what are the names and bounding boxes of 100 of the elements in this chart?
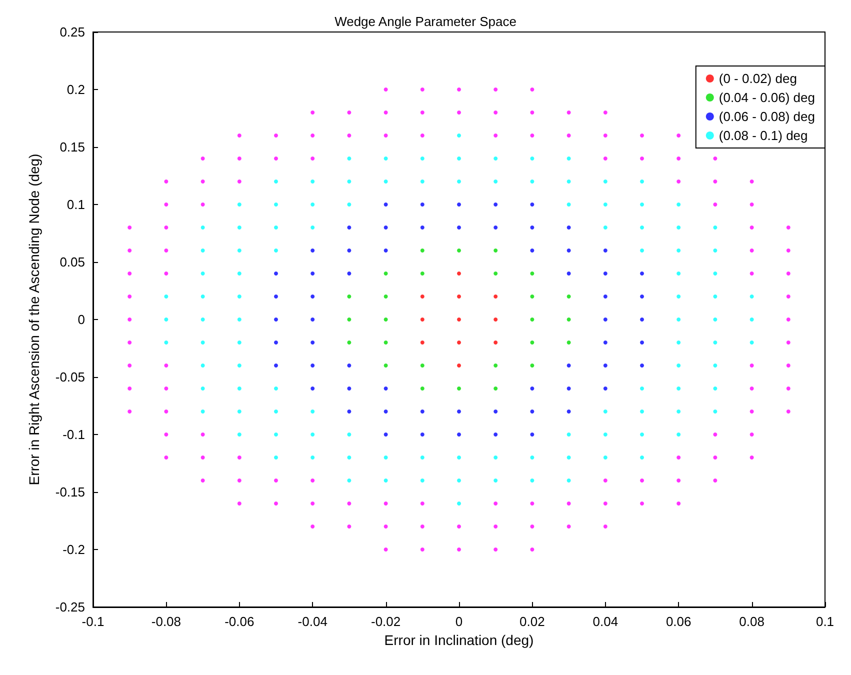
point	[566, 294, 571, 298]
point	[347, 318, 352, 322]
point	[457, 410, 461, 414]
point	[310, 386, 315, 390]
point	[347, 340, 352, 344]
point	[274, 340, 278, 344]
point	[530, 294, 534, 298]
point	[420, 386, 424, 390]
x-tick-label: 0	[455, 614, 463, 629]
point	[494, 340, 498, 344]
point	[384, 294, 388, 298]
point	[603, 386, 608, 390]
point	[530, 248, 534, 252]
point	[566, 318, 571, 322]
point	[457, 248, 461, 252]
point	[274, 364, 278, 368]
point	[494, 294, 498, 298]
point	[384, 318, 388, 322]
point	[530, 226, 534, 230]
point	[494, 202, 498, 206]
x-tick-label: 0.04	[592, 614, 618, 629]
x-tick-label: -0.06	[224, 614, 254, 629]
y-tick-label: 0.1	[66, 197, 85, 212]
point	[603, 294, 608, 298]
point	[494, 248, 498, 252]
y-tick-label: 0.2	[66, 82, 85, 97]
point	[640, 272, 644, 276]
point	[420, 410, 424, 414]
point	[310, 340, 315, 344]
point	[310, 248, 315, 252]
point	[310, 272, 315, 276]
point	[310, 294, 315, 298]
legend-label: (0.08 - 0.1) deg	[718, 128, 808, 143]
point	[274, 272, 278, 276]
x-tick-label: 0.02	[520, 614, 545, 629]
point	[566, 340, 571, 344]
y-tick-label: 0.15	[60, 140, 85, 154]
point	[566, 248, 571, 252]
point	[566, 272, 571, 276]
point	[457, 340, 461, 344]
point	[420, 432, 424, 436]
point	[384, 248, 388, 252]
x-tick-label: 0.08	[739, 614, 764, 629]
point	[530, 202, 534, 206]
point	[347, 386, 352, 390]
point	[457, 432, 461, 436]
point	[566, 410, 571, 414]
point	[640, 340, 644, 344]
point	[494, 432, 498, 436]
point	[347, 410, 352, 414]
point	[420, 248, 424, 252]
point	[384, 432, 388, 436]
point	[420, 294, 424, 298]
point	[420, 272, 424, 276]
x-tick-label: 0.1	[816, 614, 834, 629]
y-tick-label: -0.2	[62, 542, 85, 557]
point	[640, 294, 644, 298]
y-tick-label: -0.15	[55, 484, 85, 500]
point	[494, 410, 498, 414]
point	[530, 272, 534, 276]
point	[566, 226, 571, 230]
point	[494, 226, 498, 230]
point	[457, 272, 461, 276]
x-tick-label: -0.04	[298, 614, 328, 629]
point	[566, 386, 571, 390]
legend-label: (0 - 0.02) deg	[718, 71, 797, 86]
x-tick-label: -0.1	[82, 614, 104, 629]
point	[274, 294, 278, 298]
point	[384, 202, 388, 206]
point	[603, 364, 608, 368]
y-tick-label: 0.25	[60, 24, 85, 40]
point	[640, 364, 644, 368]
point	[457, 364, 461, 368]
point	[347, 248, 352, 252]
point	[457, 226, 461, 230]
point	[494, 318, 498, 322]
point	[347, 294, 352, 298]
y-tick-label: 0	[78, 312, 85, 327]
point	[384, 410, 388, 414]
point	[566, 364, 571, 368]
x-tick-label: -0.08	[151, 614, 182, 629]
point	[384, 340, 388, 344]
x-axis-title: Error in Inclination (deg)	[384, 632, 534, 648]
point	[347, 364, 352, 368]
point	[603, 248, 608, 252]
x-tick-label: 0.06	[666, 614, 692, 629]
y-tick-label: -0.25	[55, 600, 85, 614]
point	[420, 318, 424, 322]
point	[420, 226, 424, 230]
point	[530, 386, 534, 390]
point	[494, 364, 498, 368]
point	[310, 364, 315, 368]
point	[603, 272, 608, 276]
legend-label: (0.04 - 0.06) deg	[718, 90, 816, 105]
point	[457, 294, 461, 298]
point	[530, 318, 534, 322]
chart-title: Wedge Angle Parameter Space	[334, 14, 516, 29]
y-tick-label: 0.05	[60, 254, 85, 270]
y-tick-label: -0.1	[62, 427, 85, 442]
point	[310, 318, 315, 322]
